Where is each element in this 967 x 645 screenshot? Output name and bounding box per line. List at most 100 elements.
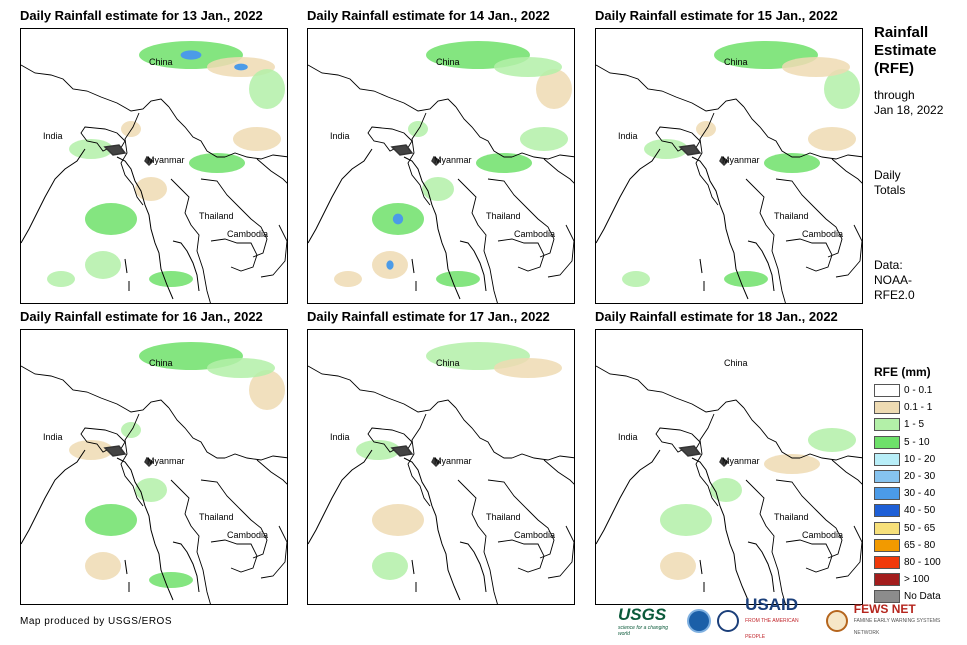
usaid-seal-icon	[717, 610, 740, 632]
map-label-china: China	[149, 57, 173, 67]
sidebar-title-line1: Rainfall	[874, 24, 929, 41]
border-china-myanmar	[455, 106, 512, 158]
rainfall-overlay	[47, 41, 285, 287]
sidebar-daily: Daily	[874, 168, 901, 182]
legend-item: 0.1 - 1	[874, 399, 941, 416]
rainfall-overlay	[334, 41, 572, 287]
rainfall-patch	[85, 251, 121, 279]
legend-label: 50 - 65	[904, 522, 936, 534]
border-vietnam-coast	[256, 158, 287, 278]
rainfall-patch	[494, 358, 562, 378]
border-thailand-cambodia	[785, 539, 833, 573]
coastline	[308, 449, 487, 601]
delta-marks	[390, 445, 442, 468]
border-china-myanmar	[168, 106, 225, 158]
usaid-logo-text: USAID	[745, 595, 798, 614]
sidebar-data-source1: NOAA-	[874, 273, 913, 287]
rainfall-overlay	[660, 428, 856, 580]
border-india-china	[308, 365, 457, 413]
border-india-myanmar	[120, 413, 144, 507]
rainfall-patch	[233, 127, 281, 151]
legend-swatch	[874, 418, 900, 432]
legend-title: RFE (mm)	[874, 365, 931, 379]
rainfall-patch	[69, 139, 113, 159]
legend-swatch	[874, 384, 900, 398]
legend-swatch	[874, 555, 900, 569]
legend-label: 5 - 10	[904, 436, 930, 448]
coast-thailand-gulf	[459, 541, 487, 593]
rainfall-patch	[47, 271, 75, 287]
legend-label: 0 - 0.1	[904, 385, 933, 397]
border-china-myanmar	[743, 407, 800, 459]
rainfall-patch	[372, 504, 424, 536]
legend-item: > 100	[874, 571, 941, 588]
border-vietnam-coast	[831, 158, 862, 278]
country-borders	[596, 64, 862, 303]
rainfall-patch	[149, 271, 193, 287]
map-label-cambodia: Cambodia	[802, 229, 844, 239]
panel-title: Daily Rainfall estimate for 17 Jan., 202…	[307, 309, 550, 324]
rainfall-patch	[476, 153, 532, 173]
coast-india-east	[596, 449, 661, 545]
map-svg	[308, 342, 574, 604]
rainfall-patch	[121, 121, 141, 137]
rainfall-patch	[808, 127, 856, 151]
andaman-islands	[699, 258, 705, 291]
map-label-india: India	[330, 432, 350, 442]
rainfall-patch	[85, 203, 137, 235]
legend-item: 5 - 10	[874, 434, 941, 451]
border-india-china	[596, 64, 745, 112]
border-india-myanmar	[407, 413, 431, 507]
map-label-india: India	[618, 432, 638, 442]
coast-myanmar	[691, 457, 749, 601]
map-label-cambodia: Cambodia	[227, 530, 269, 540]
border-india-myanmar	[407, 112, 431, 206]
border-china-laos-vietnam	[224, 152, 287, 160]
border-india-myanmar	[120, 112, 144, 206]
coast-thailand-gulf	[747, 541, 775, 593]
map-label-cambodia: Cambodia	[227, 229, 269, 239]
rainfall-heavy-patch	[386, 260, 394, 270]
sidebar-title-line3: (RFE)	[874, 60, 914, 77]
rainfall-overlay	[356, 342, 562, 580]
legend-item: 20 - 30	[874, 468, 941, 485]
coastline	[308, 148, 487, 300]
rainfall-patch	[69, 440, 113, 460]
rainfall-patch	[710, 478, 742, 502]
coast-myanmar	[116, 457, 174, 601]
map-label-china: China	[724, 358, 748, 368]
rainfall-patch	[422, 177, 454, 201]
coast-india-east	[21, 449, 86, 545]
legend-item: 10 - 20	[874, 451, 941, 468]
legend-label: 20 - 30	[904, 471, 936, 483]
legend-item: 50 - 65	[874, 520, 941, 537]
andaman-islands	[411, 258, 417, 291]
map-label-cambodia: Cambodia	[802, 530, 844, 540]
usgs-logo: USGS science for a changing world	[618, 605, 681, 637]
map-label-thailand: Thailand	[774, 512, 809, 522]
sidebar-data-source: Data: NOAA- RFE2.0	[874, 258, 915, 303]
delta-marks	[390, 144, 442, 167]
border-vietnam-coast	[543, 158, 574, 278]
coastline	[596, 449, 775, 601]
map-label-myanmar: Myanmar	[147, 155, 185, 165]
map-svg	[596, 41, 862, 303]
border-myanmar-thailand	[170, 479, 211, 604]
map-frame: China India Myanmar Thailand Cambodia	[595, 329, 863, 605]
legend-swatch	[874, 401, 900, 415]
coast-thailand-gulf	[172, 541, 200, 593]
sidebar-through: through Jan 18, 2022	[874, 88, 943, 118]
panel-title: Daily Rainfall estimate for 14 Jan., 202…	[307, 8, 550, 23]
rainfall-heavy-patch	[392, 213, 404, 225]
panel-title: Daily Rainfall estimate for 13 Jan., 202…	[20, 8, 263, 23]
legend: 0 - 0.1 0.1 - 1 1 - 5 5 - 10 10 - 20 20 - 30 3…	[874, 382, 941, 605]
sidebar-data-source2: RFE2.0	[874, 288, 915, 302]
andaman-islands	[124, 559, 130, 592]
coastline	[21, 449, 200, 601]
country-borders	[596, 365, 862, 604]
sidebar-through-label: through	[874, 88, 915, 102]
legend-item: 40 - 50	[874, 502, 941, 519]
legend-item: 65 - 80	[874, 537, 941, 554]
map-label-india: India	[43, 432, 63, 442]
map-label-india: India	[43, 131, 63, 141]
